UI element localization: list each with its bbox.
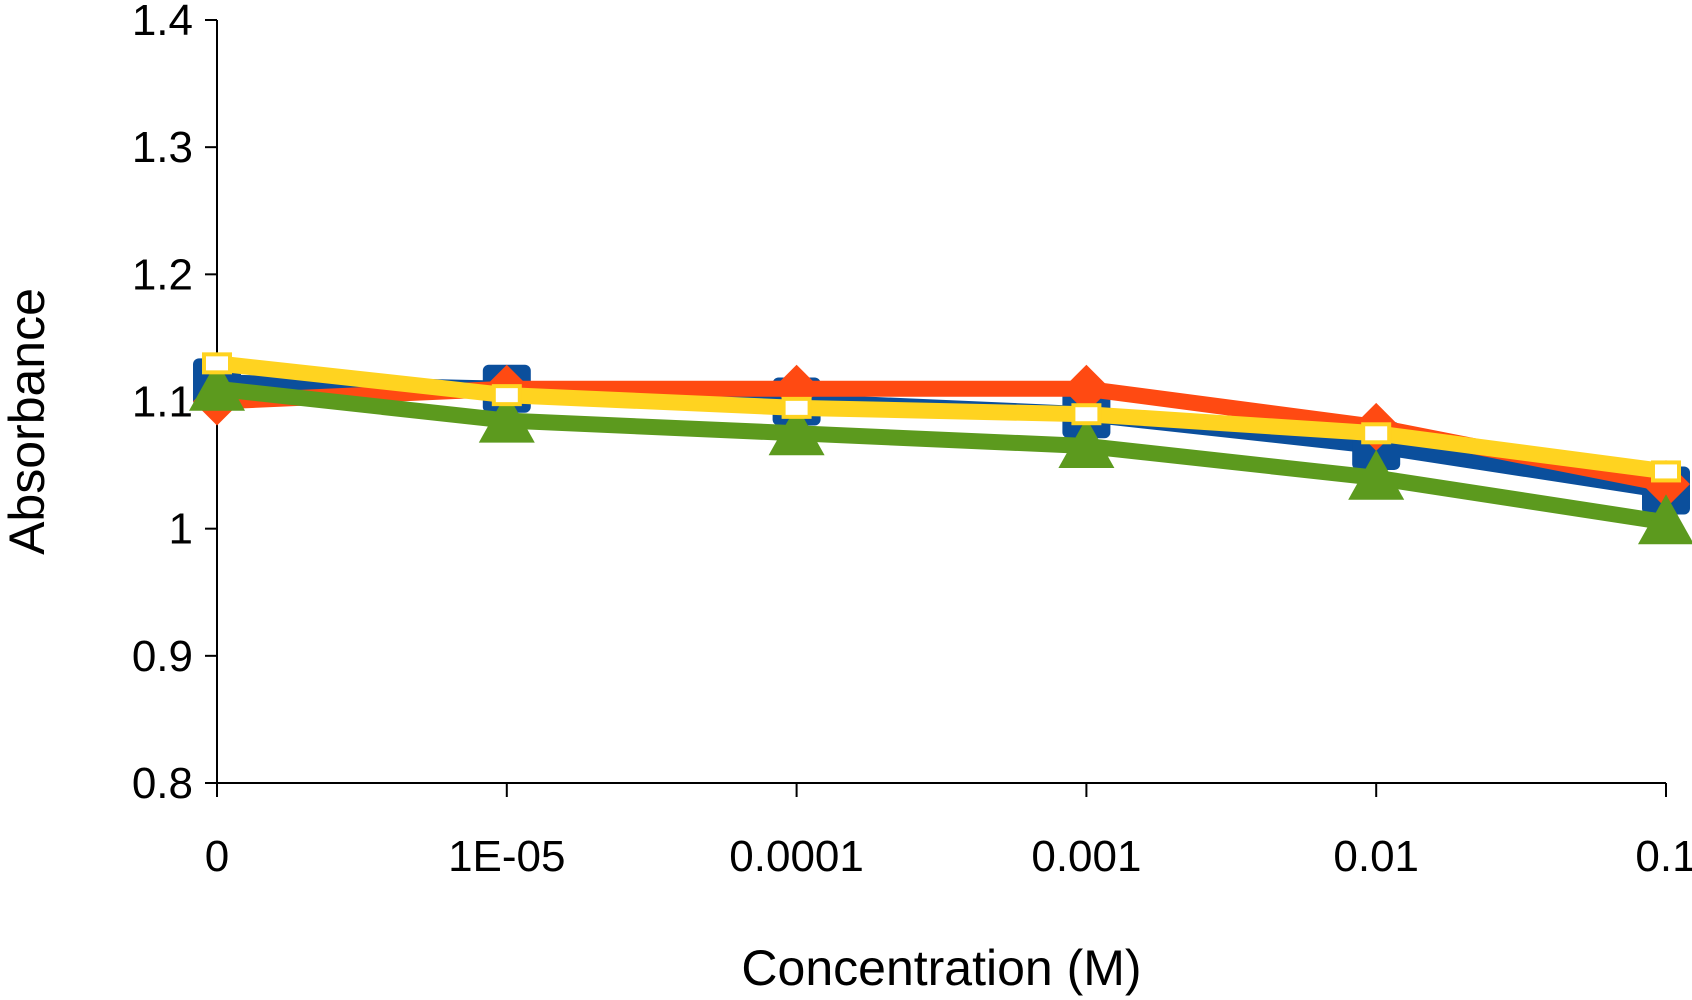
y-tick-label: 1.1 — [132, 378, 193, 427]
y-tick-label: 0.9 — [132, 632, 193, 681]
y-axis-ticks: 0.8 0.9 1 1.1 1.2 1.3 1.4 — [132, 0, 217, 808]
data-point-triangle — [189, 360, 245, 411]
x-tick-label: 0.001 — [1031, 832, 1141, 881]
y-axis-title: Absorbance — [0, 288, 55, 555]
series-3 — [189, 360, 1692, 545]
y-tick-label: 1.3 — [132, 123, 193, 172]
data-point-triangle — [1638, 494, 1692, 545]
data-point-hollow-square — [1361, 422, 1392, 445]
x-tick-label: 1E-05 — [448, 832, 565, 881]
series-line — [216, 380, 1668, 531]
data-point-diamond — [1062, 364, 1111, 413]
data-point-hollow-square — [202, 352, 232, 375]
series-layer — [189, 352, 1692, 545]
x-tick-label: 0.1 — [1635, 832, 1692, 881]
series-line — [216, 355, 1668, 480]
y-tick-label: 0.8 — [132, 759, 193, 808]
data-point-triangle — [1058, 418, 1115, 469]
x-tick-label: 0 — [205, 832, 229, 881]
data-point-hollow-square — [491, 384, 522, 407]
x-axis-ticks: 0 1E-05 0.0001 0.001 0.01 0.1 — [205, 783, 1692, 881]
data-point-hollow-square — [1071, 403, 1102, 426]
x-tick-label: 0.0001 — [729, 832, 864, 881]
data-point-triangle — [768, 405, 825, 456]
data-point-triangle — [1348, 449, 1405, 500]
data-point-hollow-square — [1651, 460, 1681, 483]
y-tick-label: 1.4 — [132, 0, 193, 45]
data-point-hollow-square — [781, 396, 812, 419]
data-point-triangle — [478, 392, 535, 443]
y-tick-label: 1 — [169, 505, 193, 554]
x-tick-label: 0.01 — [1333, 832, 1419, 881]
x-axis-title: Concentration (M) — [741, 940, 1141, 996]
y-tick-label: 1.2 — [132, 250, 193, 299]
series-4 — [202, 352, 1681, 483]
